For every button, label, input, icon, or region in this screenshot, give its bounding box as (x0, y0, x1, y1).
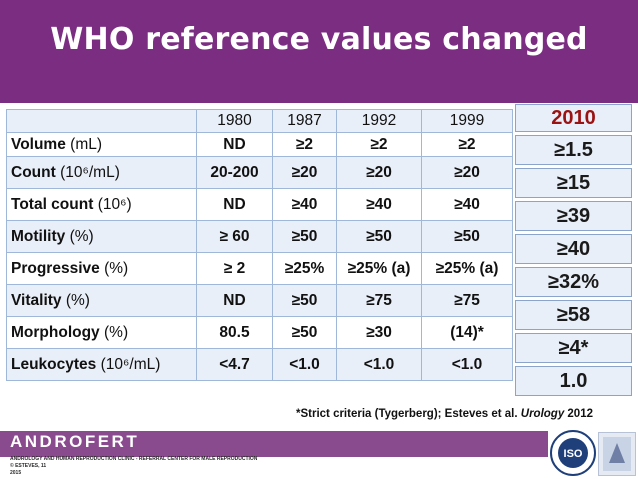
parameter-unit: (%) (65, 291, 90, 309)
parameter-name: Motility (11, 227, 66, 245)
year-header: 1999 (421, 109, 513, 133)
table-cell: ND (196, 284, 273, 317)
table-cell: <1.0 (336, 348, 422, 381)
table-row: Leukocytes (10⁶/mL) <4.7 <1.0 <1.0 <1.0 (6, 348, 513, 381)
table-cell: ≥40 (421, 188, 513, 221)
value-2010-cell: ≥58 (515, 300, 632, 330)
table-cell: ≥75 (336, 284, 422, 317)
table-cell: ND (196, 132, 273, 157)
parameter-unit: (10⁶/mL) (100, 355, 161, 373)
table-cell: ≥50 (336, 220, 422, 253)
parameter-unit: (%) (104, 259, 129, 277)
table-cell: ≥50 (272, 220, 337, 253)
table-cell: <4.7 (196, 348, 273, 381)
header-empty-cell (6, 109, 197, 133)
table-cell: ≥25% (a) (336, 252, 422, 285)
value-2010-cell: ≥40 (515, 234, 632, 264)
table-cell: ≥ 60 (196, 220, 273, 253)
parameter-unit: (%) (104, 323, 129, 341)
table-cell: ≥20 (336, 156, 422, 189)
table-cell: ≥2 (336, 132, 422, 157)
table-row: Vitality (%) ND ≥50 ≥75 ≥75 (6, 284, 513, 317)
table-cell: (14)* (421, 316, 513, 349)
iso-logo-text: ISO (564, 448, 583, 460)
parameter-unit: (mL) (70, 135, 103, 153)
table-cell: ≥50 (272, 284, 337, 317)
value-2010-cell: ≥1.5 (515, 135, 632, 165)
table-row: Volume (mL) ND ≥2 ≥2 ≥2 (6, 132, 513, 157)
accreditation-seal-icon (598, 432, 636, 476)
reference-values-table: 1980 1987 1992 1999 Volume (mL) ND ≥2 ≥2… (6, 109, 513, 381)
table-cell: ≥20 (272, 156, 337, 189)
row-label: Vitality (%) (6, 284, 197, 317)
table-cell: ≥20 (421, 156, 513, 189)
table-cell: 20-200 (196, 156, 273, 189)
footnote-year: 2012 (564, 408, 593, 420)
value-2010-cell: ≥39 (515, 201, 632, 231)
footer-year-line: 2015 (10, 470, 22, 476)
table-cell: ≥75 (421, 284, 513, 317)
table-cell: ≥25% (272, 252, 337, 285)
value-2010-cell: ≥4* (515, 333, 632, 363)
footer-copyright-line: © ESTEVES, 11 (10, 463, 47, 469)
table-cell: ≥50 (272, 316, 337, 349)
column-2010: 2010 ≥1.5 ≥15 ≥39 ≥40 ≥32% ≥58 ≥4* 1.0 (515, 104, 632, 399)
table-cell: ≥2 (421, 132, 513, 157)
table-cell: ≥25% (a) (421, 252, 513, 285)
table-cell: ND (196, 188, 273, 221)
row-label: Volume (mL) (6, 132, 197, 157)
parameter-name: Vitality (11, 291, 62, 309)
row-label: Motility (%) (6, 220, 197, 253)
table-row: Progressive (%) ≥ 2 ≥25% ≥25% (a) ≥25% (… (6, 252, 513, 285)
parameter-name: Volume (11, 135, 66, 153)
year-header: 1992 (336, 109, 422, 133)
parameter-name: Leukocytes (11, 355, 97, 373)
table-cell: ≥40 (336, 188, 422, 221)
table-cell: ≥50 (421, 220, 513, 253)
value-2010-cell: 1.0 (515, 366, 632, 396)
parameter-name: Total count (11, 195, 94, 213)
table-cell: ≥2 (272, 132, 337, 157)
table-cell: ≥ 2 (196, 252, 273, 285)
footnote-journal: Urology (520, 408, 565, 420)
row-label: Progressive (%) (6, 252, 197, 285)
year-header: 1987 (272, 109, 337, 133)
row-label: Total count (10⁶) (6, 188, 197, 221)
footer-clinic-line: ANDROLOGY AND HUMAN REPRODUCTION CLINIC … (10, 456, 258, 462)
table-row: Morphology (%) 80.5 ≥50 ≥30 (14)* (6, 316, 513, 349)
value-2010-cell: ≥15 (515, 168, 632, 198)
table-cell: ≥40 (272, 188, 337, 221)
footer-bar (0, 431, 548, 457)
year-header: 1980 (196, 109, 273, 133)
title-banner: WHO reference values changed (0, 0, 638, 103)
iso-certification-icon: ISO (550, 430, 596, 476)
table-header-row: 1980 1987 1992 1999 (6, 109, 513, 133)
table-row: Count (10⁶/mL) 20-200 ≥20 ≥20 ≥20 (6, 156, 513, 189)
year-2010-header: 2010 (515, 104, 632, 132)
table-cell: <1.0 (421, 348, 513, 381)
table-row: Motility (%) ≥ 60 ≥50 ≥50 ≥50 (6, 220, 513, 253)
parameter-unit: (10⁶/mL) (60, 163, 120, 181)
table-cell: <1.0 (272, 348, 337, 381)
slide-title: WHO reference values changed (50, 22, 588, 57)
footnote-text: *Strict criteria (Tygerberg); Esteves et… (296, 408, 521, 420)
table-cell: ≥30 (336, 316, 422, 349)
footnote: *Strict criteria (Tygerberg); Esteves et… (296, 408, 636, 420)
parameter-name: Progressive (11, 259, 100, 277)
table-row: Total count (10⁶) ND ≥40 ≥40 ≥40 (6, 188, 513, 221)
value-2010-cell: ≥32% (515, 267, 632, 297)
parameter-name: Morphology (11, 323, 100, 341)
row-label: Morphology (%) (6, 316, 197, 349)
row-label: Count (10⁶/mL) (6, 156, 197, 189)
parameter-name: Count (11, 163, 56, 181)
parameter-unit: (10⁶) (97, 195, 132, 213)
brand-logo-text: ANDROFERT (10, 432, 140, 451)
row-label: Leukocytes (10⁶/mL) (6, 348, 197, 381)
table-cell: 80.5 (196, 316, 273, 349)
parameter-unit: (%) (69, 227, 94, 245)
